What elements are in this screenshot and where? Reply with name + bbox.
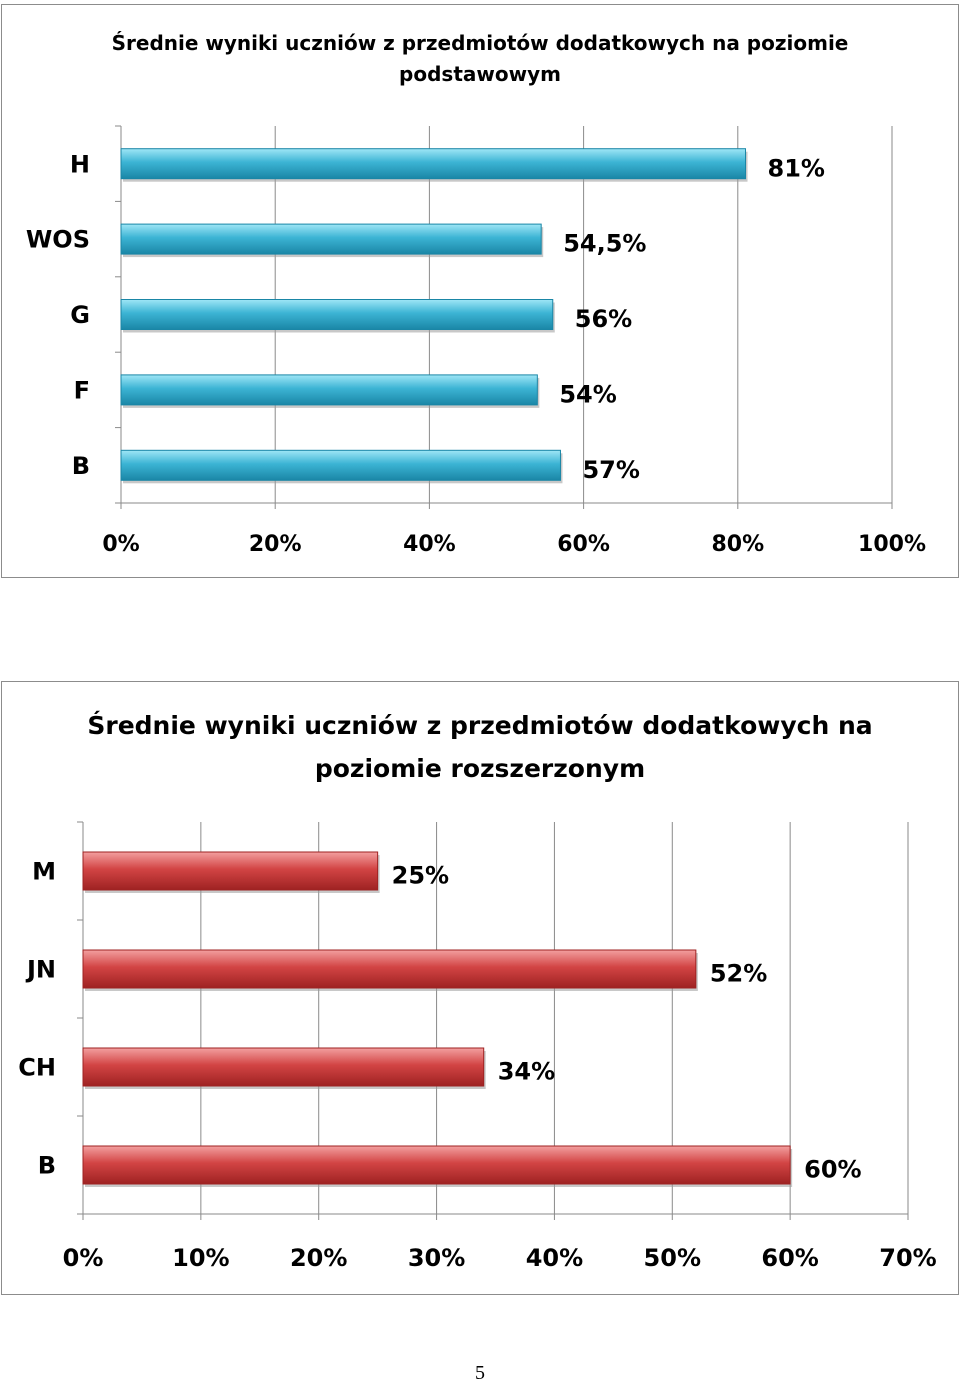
chart-title-line: podstawowym — [399, 62, 561, 86]
category-label: WOS — [26, 226, 90, 254]
data-label: 60% — [804, 1156, 861, 1184]
data-label: 34% — [498, 1058, 555, 1086]
category-label: G — [70, 301, 90, 329]
data-label: 81% — [768, 154, 825, 182]
category-label: M — [32, 858, 56, 886]
chart-basic-level: Średnie wyniki uczniów z przedmiotów dod… — [1, 4, 959, 578]
chart-title-line: Średnie wyniki uczniów z przedmiotów dod… — [87, 710, 872, 740]
data-label: 57% — [582, 456, 639, 484]
page-number: 5 — [475, 1362, 485, 1384]
x-tick-label: 70% — [879, 1244, 936, 1272]
bar-m — [82, 851, 379, 891]
x-tick-label: 20% — [290, 1244, 347, 1272]
x-tick-label: 40% — [526, 1244, 583, 1272]
bar-g — [120, 299, 554, 330]
data-label: 25% — [392, 862, 449, 890]
x-tick-label: 0% — [63, 1244, 104, 1272]
chart-extended-level: Średnie wyniki uczniów z przedmiotów dod… — [1, 681, 959, 1295]
category-label: B — [72, 452, 90, 480]
x-tick-label: 0% — [102, 532, 139, 557]
x-tick-label: 60% — [761, 1244, 818, 1272]
bar-b — [120, 449, 561, 481]
x-tick-label: 30% — [408, 1244, 465, 1272]
bar-h — [120, 148, 747, 180]
x-tick-label: 100% — [858, 532, 926, 557]
bar-f — [120, 374, 538, 406]
bar-b — [82, 1145, 791, 1185]
chart-title-line: poziomie rozszerzonym — [315, 754, 645, 783]
chart-title-line: Średnie wyniki uczniów z przedmiotów dod… — [112, 31, 849, 55]
x-tick-label: 60% — [557, 532, 610, 557]
category-label: JN — [25, 956, 56, 984]
x-tick-label: 40% — [403, 532, 456, 557]
x-tick-label: 50% — [644, 1244, 701, 1272]
category-label: H — [70, 150, 90, 178]
bar-jn — [82, 949, 697, 989]
data-label: 54% — [559, 381, 616, 409]
x-tick-label: 10% — [172, 1244, 229, 1272]
data-label: 52% — [710, 960, 767, 988]
category-label: F — [74, 377, 90, 405]
chart-basic-level-svg: Średnie wyniki uczniów z przedmiotów dod… — [26, 31, 926, 557]
data-label: 54,5% — [563, 230, 646, 258]
category-label: B — [38, 1152, 56, 1180]
bar-ch — [82, 1047, 485, 1087]
data-label: 56% — [575, 305, 632, 333]
category-label: CH — [18, 1054, 56, 1082]
bar-wos — [120, 223, 542, 255]
x-tick-label: 80% — [711, 532, 764, 557]
x-tick-label: 20% — [249, 532, 302, 557]
chart-extended-level-svg: Średnie wyniki uczniów z przedmiotów dod… — [18, 710, 936, 1272]
